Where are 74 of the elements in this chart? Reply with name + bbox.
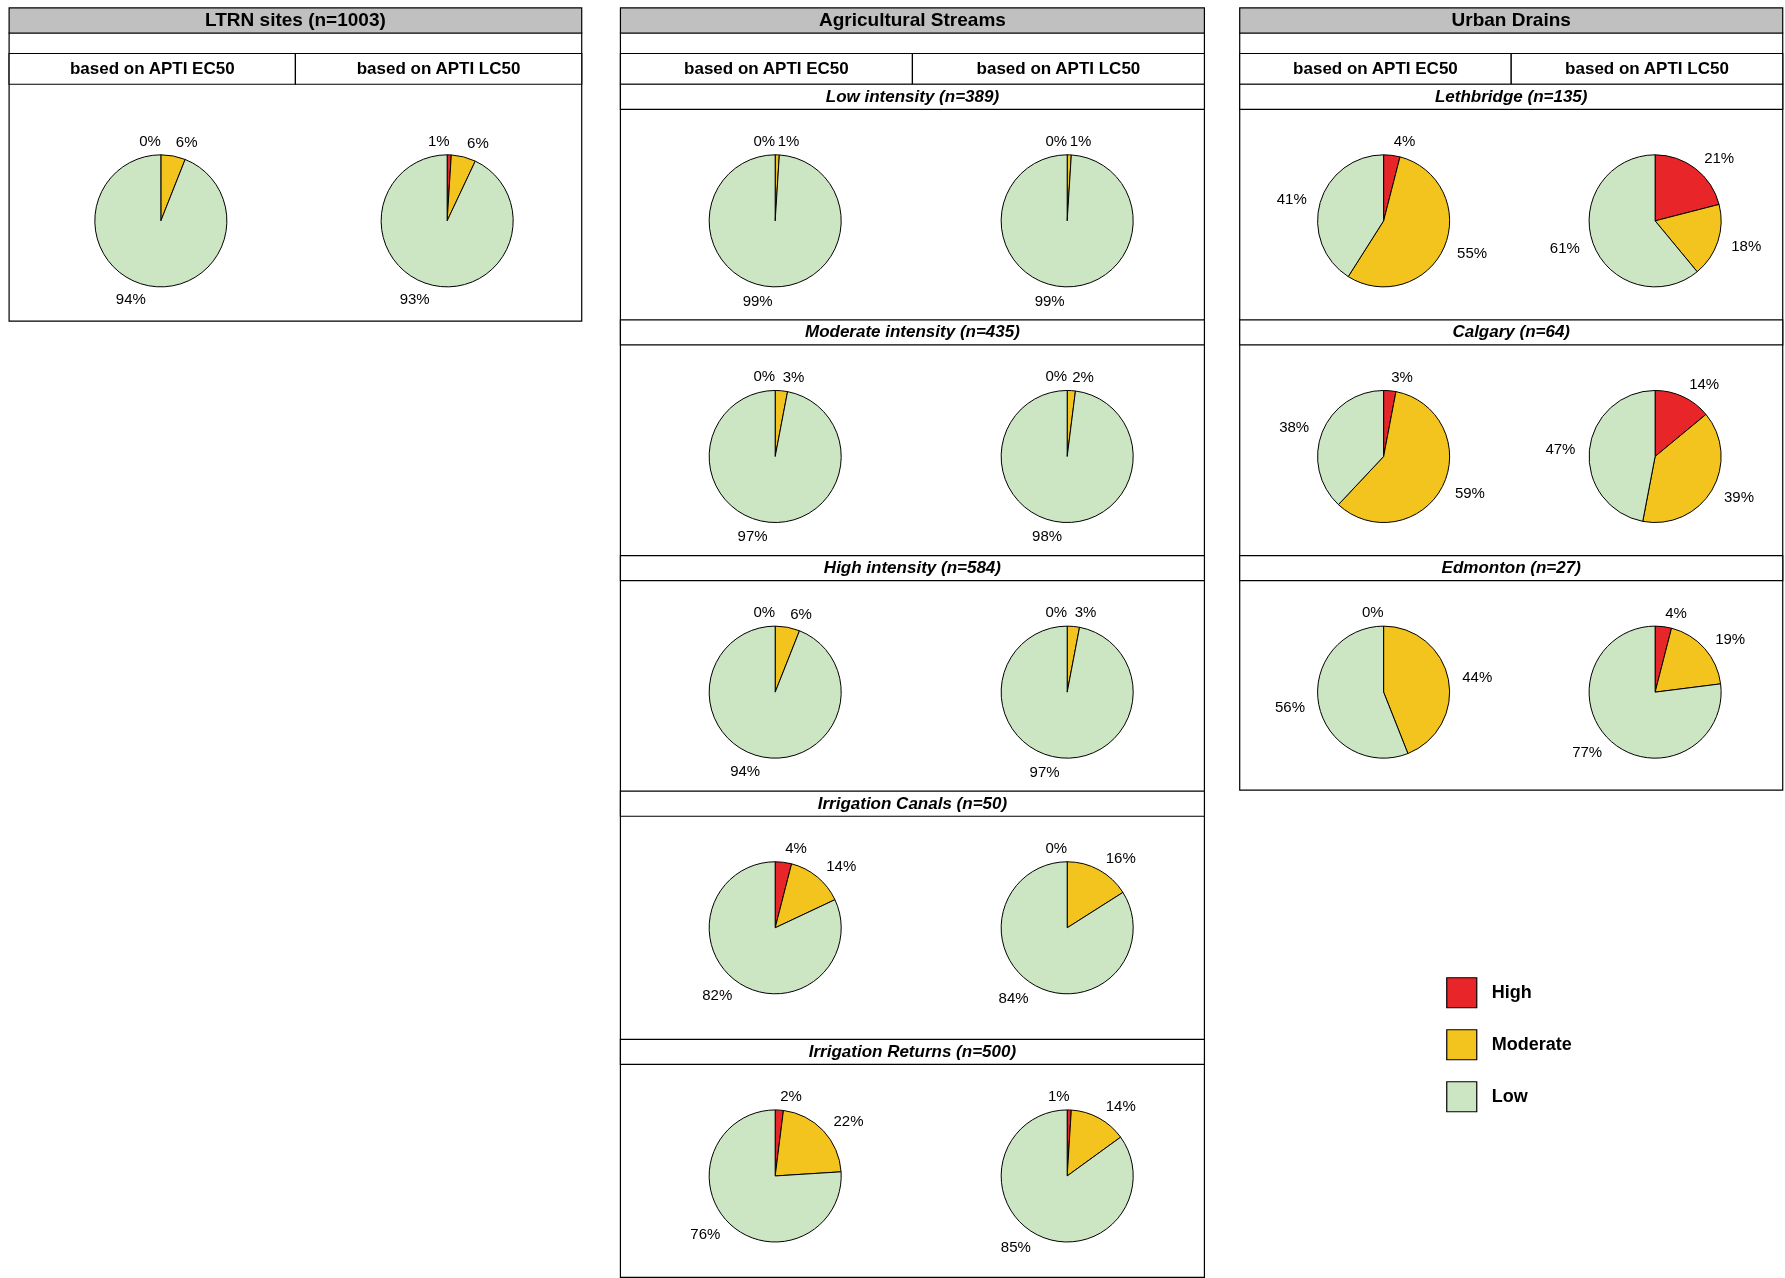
legend-label: Low xyxy=(1491,1085,1529,1106)
data-label: 84% xyxy=(998,988,1029,1006)
data-label: 56% xyxy=(1274,698,1305,716)
data-label: 1% xyxy=(777,131,800,149)
data-label: 14% xyxy=(1689,375,1720,393)
text: 0% xyxy=(1045,131,1068,149)
data-label: 3% xyxy=(782,367,805,385)
data-label: 4% xyxy=(1665,603,1687,621)
data-label: 85% xyxy=(1000,1238,1031,1256)
data-label: 44% xyxy=(1462,668,1493,686)
data-label: 94% xyxy=(115,290,146,308)
text: based on APTI LC50 xyxy=(356,59,521,79)
text: 0% xyxy=(753,603,776,621)
data-label: 77% xyxy=(1572,743,1603,761)
text: 0% xyxy=(1045,838,1068,856)
data-label: 6% xyxy=(790,604,812,622)
data-label: 18% xyxy=(1731,236,1762,254)
text: based on APTI EC50 xyxy=(1293,59,1458,79)
data-label: 22% xyxy=(833,1112,864,1130)
chart-title: Edmonton (n=27) xyxy=(1441,558,1582,578)
text: Irrigation Returns (n=500) xyxy=(808,1041,1017,1061)
data-label: 76% xyxy=(690,1225,721,1243)
legend-label: Moderate xyxy=(1491,1033,1572,1054)
data-label: 19% xyxy=(1715,630,1746,648)
data-label: 99% xyxy=(742,291,773,309)
data-label: 21% xyxy=(1704,148,1735,166)
text: High intensity (n=584) xyxy=(823,558,1002,578)
text: 0% xyxy=(139,131,161,149)
text: based on APTI LC50 xyxy=(1565,59,1729,79)
data-label: 59% xyxy=(1454,483,1485,501)
data-label: 16% xyxy=(1105,848,1136,866)
text: 0% xyxy=(1045,367,1068,385)
data-label: 82% xyxy=(702,986,733,1004)
data-label: 2% xyxy=(1072,367,1094,385)
legend-label: High xyxy=(1491,981,1532,1002)
text: Low intensity (n=389) xyxy=(825,86,1000,106)
chart-title: Calgary (n=64) xyxy=(1452,322,1571,342)
data-label: 2% xyxy=(780,1087,802,1105)
data-label: 4% xyxy=(785,839,807,857)
data-label: 6% xyxy=(467,134,489,152)
text: based on APTI LC50 xyxy=(976,59,1141,79)
data-label: 3% xyxy=(1391,367,1413,385)
data-label: 1% xyxy=(427,131,450,149)
data-label: 97% xyxy=(737,527,768,545)
text: 0% xyxy=(1045,603,1068,621)
data-label: 1% xyxy=(1069,131,1092,149)
data-label: 93% xyxy=(399,289,430,307)
data-label: 99% xyxy=(1034,291,1065,309)
text: based on APTI EC50 xyxy=(69,59,235,79)
data-label: 14% xyxy=(1105,1096,1136,1114)
text: 0% xyxy=(753,131,776,149)
text: Urban Drains xyxy=(1451,9,1571,31)
data-label: 4% xyxy=(1393,132,1416,150)
text: based on APTI EC50 xyxy=(684,59,849,79)
data-label: 6% xyxy=(175,133,198,151)
data-label: 38% xyxy=(1279,418,1310,436)
text: LTRN sites (n=1003) xyxy=(205,9,386,31)
text: Agricultural Streams xyxy=(818,9,1006,31)
data-label: 61% xyxy=(1549,238,1580,256)
chart-title: Lethbridge (n=135) xyxy=(1434,86,1588,106)
data-label: 3% xyxy=(1074,603,1097,621)
text: 0% xyxy=(1361,603,1384,621)
text: 0% xyxy=(753,367,776,385)
data-label: 98% xyxy=(1032,527,1063,545)
data-label: 41% xyxy=(1276,189,1307,207)
data-label: 55% xyxy=(1457,243,1488,261)
data-label: 39% xyxy=(1724,488,1755,506)
text: Moderate intensity (n=435) xyxy=(804,322,1021,342)
data-label: 97% xyxy=(1029,762,1060,780)
data-label: 14% xyxy=(826,857,857,875)
data-label: 94% xyxy=(730,761,761,779)
text: Irrigation Canals (n=50) xyxy=(817,793,1008,813)
data-label: 47% xyxy=(1545,439,1576,457)
data-label: 1% xyxy=(1048,1086,1070,1104)
